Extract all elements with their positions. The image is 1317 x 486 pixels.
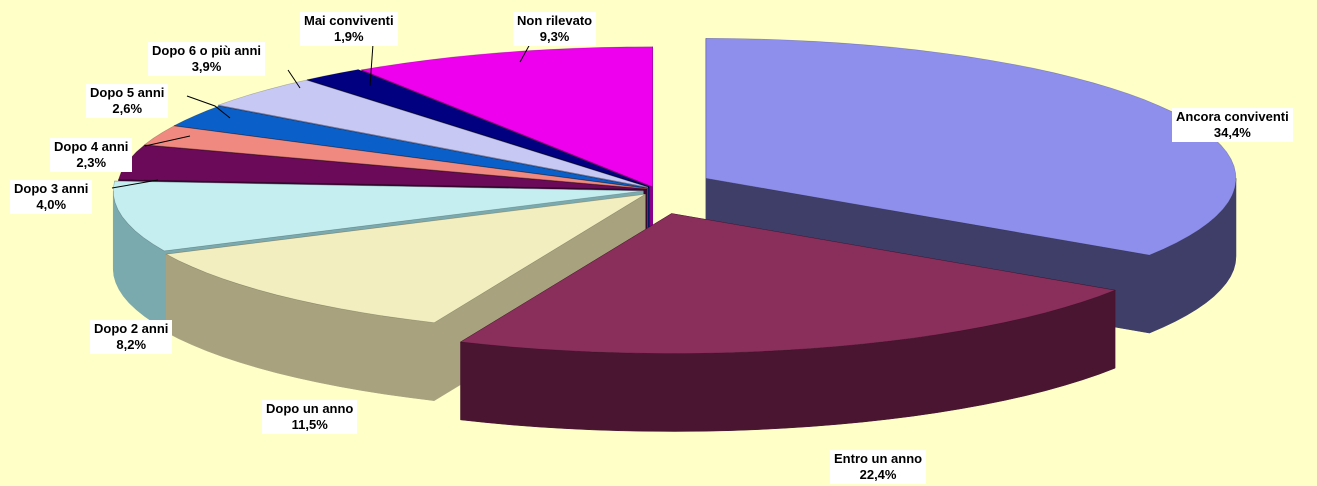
leader-line-dopo-5-anni <box>186 95 231 119</box>
slice-dopo-2-anni <box>112 180 644 252</box>
slice-value: 9,3% <box>539 29 570 44</box>
slice-name: Dopo 6 o più anni <box>152 43 262 58</box>
slice-value: 22,4% <box>859 467 897 482</box>
leader-line-mai-conviventi <box>369 43 374 87</box>
slice-label-mai-conviventi: Mai conviventi 1,9% <box>300 12 398 46</box>
slice-name: Dopo 5 anni <box>90 85 165 100</box>
slice-name: Ancora conviventi <box>1176 109 1289 124</box>
slice-dopo-6-o-piu-anni <box>217 79 648 188</box>
slice-value: 8,2% <box>116 337 147 352</box>
slice-non-rilevato <box>360 46 654 188</box>
slice-name: Entro un anno <box>834 451 923 466</box>
slice-entro-un-anno <box>459 213 1117 354</box>
slice-name: Non rilevato <box>517 13 593 28</box>
slice-name: Dopo 3 anni <box>14 181 89 196</box>
slice-label-dopo-6-o-piu-anni: Dopo 6 o più anni 3,9% <box>148 42 266 76</box>
slice-label-dopo-un-anno: Dopo un anno 11,5% <box>262 400 358 434</box>
slice-label-dopo-3-anni: Dopo 3 anni 4,0% <box>10 180 93 214</box>
slice-dopo-4-anni <box>143 125 648 190</box>
slice-value: 34,4% <box>1213 125 1251 140</box>
slice-mai-conviventi <box>306 69 650 187</box>
slice-label-dopo-2-anni: Dopo 2 anni 8,2% <box>90 320 173 354</box>
slice-name: Dopo 4 anni <box>54 139 129 154</box>
leader-line-non-rilevato <box>519 43 531 63</box>
slice-label-ancora-conviventi: Ancora conviventi 34,4% <box>1172 108 1293 142</box>
slice-name: Mai conviventi <box>304 13 394 28</box>
slice-value: 3,9% <box>191 59 222 74</box>
slice-value: 4,0% <box>36 197 67 212</box>
slice-dopo-un-anno <box>165 193 646 324</box>
slice-label-entro-un-anno: Entro un anno 22,4% <box>830 450 927 484</box>
slice-dopo-5-anni <box>173 105 649 189</box>
slice-tops <box>112 37 1237 354</box>
slice-name: Dopo 2 anni <box>94 321 169 336</box>
leader-lines <box>111 43 531 189</box>
slice-label-non-rilevato: Non rilevato 9,3% <box>513 12 597 46</box>
slice-value: 1,9% <box>333 29 364 44</box>
leader-line-dopo-6-o-piu-anni <box>287 69 301 89</box>
slice-label-dopo-5-anni: Dopo 5 anni 2,6% <box>86 84 169 118</box>
slice-value: 2,3% <box>76 155 107 170</box>
slice-value: 2,6% <box>112 101 143 116</box>
slice-value: 11,5% <box>291 417 328 432</box>
leader-line-dopo-3-anni <box>111 179 159 189</box>
slice-name: Dopo un anno <box>266 401 354 416</box>
leader-line-dopo-4-anni <box>144 135 191 147</box>
slice-label-dopo-4-anni: Dopo 4 anni 2,3% <box>50 138 133 172</box>
